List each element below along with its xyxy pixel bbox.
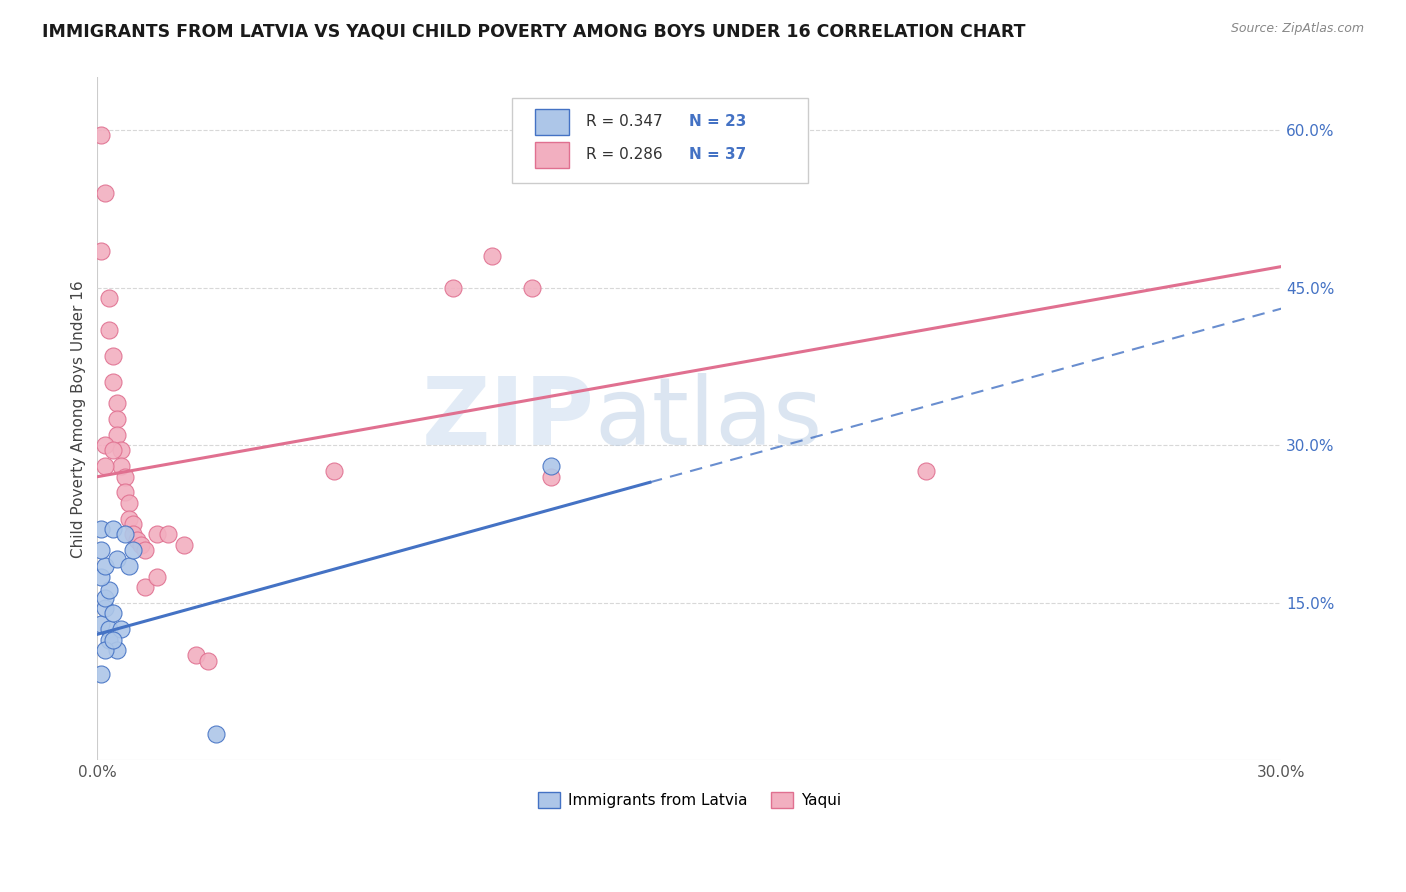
Point [118, 512, 141, 526]
Point [122, 527, 145, 541]
Text: N = 23: N = 23 [689, 114, 747, 129]
Text: Source: ZipAtlas.com: Source: ZipAtlas.com [1230, 22, 1364, 36]
Point [94, 601, 117, 615]
Point [90, 569, 112, 583]
Point [101, 349, 124, 363]
Point [204, 727, 226, 741]
Point [90, 667, 112, 681]
Text: N = 37: N = 37 [689, 147, 747, 162]
Point [90, 543, 112, 558]
Point [90, 616, 112, 631]
Point [122, 543, 145, 558]
Point [134, 580, 156, 594]
Text: ZIP: ZIP [422, 373, 595, 465]
FancyBboxPatch shape [536, 142, 568, 168]
Point [98, 583, 121, 598]
Point [125, 533, 148, 547]
Point [118, 496, 141, 510]
Point [114, 469, 136, 483]
Legend: Immigrants from Latvia, Yaqui: Immigrants from Latvia, Yaqui [531, 786, 848, 814]
Point [98, 622, 121, 636]
Point [101, 607, 124, 621]
Point [173, 538, 195, 552]
Text: IMMIGRANTS FROM LATVIA VS YAQUI CHILD POVERTY AMONG BOYS UNDER 16 CORRELATION CH: IMMIGRANTS FROM LATVIA VS YAQUI CHILD PO… [42, 22, 1026, 40]
Point [94, 643, 117, 657]
Point [105, 396, 128, 410]
Point [520, 280, 543, 294]
Point [323, 465, 346, 479]
Point [441, 280, 464, 294]
Point [94, 186, 117, 200]
Point [98, 632, 121, 647]
Point [94, 438, 117, 452]
Point [105, 427, 128, 442]
Point [101, 632, 124, 647]
Point [114, 527, 136, 541]
Point [98, 291, 121, 305]
Text: R = 0.286: R = 0.286 [586, 147, 664, 162]
Point [481, 249, 503, 263]
Point [94, 459, 117, 474]
Text: atlas: atlas [595, 373, 823, 465]
Point [915, 465, 938, 479]
FancyBboxPatch shape [536, 109, 568, 135]
Point [90, 128, 112, 143]
Point [540, 469, 562, 483]
Point [94, 591, 117, 605]
Point [540, 459, 562, 474]
Point [98, 323, 121, 337]
Point [197, 654, 219, 668]
FancyBboxPatch shape [512, 98, 808, 183]
Text: R = 0.347: R = 0.347 [586, 114, 664, 129]
Point [101, 443, 124, 458]
Y-axis label: Child Poverty Among Boys Under 16: Child Poverty Among Boys Under 16 [72, 280, 86, 558]
Point [145, 527, 167, 541]
Point [105, 643, 128, 657]
Point [114, 485, 136, 500]
Point [129, 538, 152, 552]
Point [105, 551, 128, 566]
Point [184, 648, 207, 663]
Point [90, 522, 112, 536]
Point [157, 527, 180, 541]
Point [110, 443, 132, 458]
Point [110, 459, 132, 474]
Point [94, 559, 117, 574]
Point [134, 543, 156, 558]
Point [118, 559, 141, 574]
Point [105, 412, 128, 426]
Point [122, 516, 145, 531]
Point [101, 522, 124, 536]
Point [145, 569, 167, 583]
Point [90, 244, 112, 258]
Point [110, 622, 132, 636]
Point [101, 375, 124, 389]
